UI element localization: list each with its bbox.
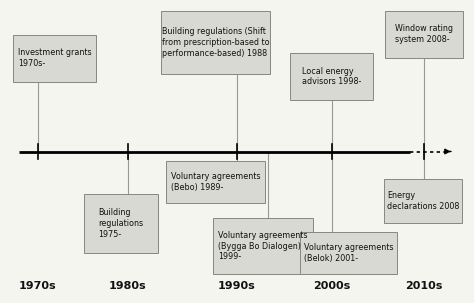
Text: Energy
declarations 2008: Energy declarations 2008 xyxy=(387,191,459,211)
Text: Local energy
advisors 1998-: Local energy advisors 1998- xyxy=(302,67,362,86)
Text: 2000s: 2000s xyxy=(313,281,350,291)
FancyBboxPatch shape xyxy=(166,161,265,203)
FancyBboxPatch shape xyxy=(84,194,157,253)
Text: Voluntary agreements
(Bebo) 1989-: Voluntary agreements (Bebo) 1989- xyxy=(171,172,260,192)
FancyBboxPatch shape xyxy=(161,11,270,74)
FancyBboxPatch shape xyxy=(13,35,96,82)
Text: Investment grants
1970s-: Investment grants 1970s- xyxy=(18,48,91,68)
Text: Window rating
system 2008-: Window rating system 2008- xyxy=(395,24,453,44)
FancyBboxPatch shape xyxy=(300,232,397,274)
Text: Building
regulations
1975-: Building regulations 1975- xyxy=(98,208,144,239)
Text: 1980s: 1980s xyxy=(109,281,147,291)
FancyBboxPatch shape xyxy=(213,218,313,274)
FancyBboxPatch shape xyxy=(384,179,462,223)
FancyBboxPatch shape xyxy=(290,53,373,100)
Text: 1970s: 1970s xyxy=(19,281,57,291)
Text: 2010s: 2010s xyxy=(406,281,443,291)
FancyBboxPatch shape xyxy=(385,11,464,58)
Text: Voluntary agreements
(Belok) 2001-: Voluntary agreements (Belok) 2001- xyxy=(304,243,393,263)
Text: Voluntary agreements
(Bygga Bo Dialogen)
1999-: Voluntary agreements (Bygga Bo Dialogen)… xyxy=(219,231,308,261)
Text: 1990s: 1990s xyxy=(218,281,256,291)
Text: Building regulations (Shift
from prescription-based to
performance-based) 1988: Building regulations (Shift from prescri… xyxy=(162,27,270,58)
